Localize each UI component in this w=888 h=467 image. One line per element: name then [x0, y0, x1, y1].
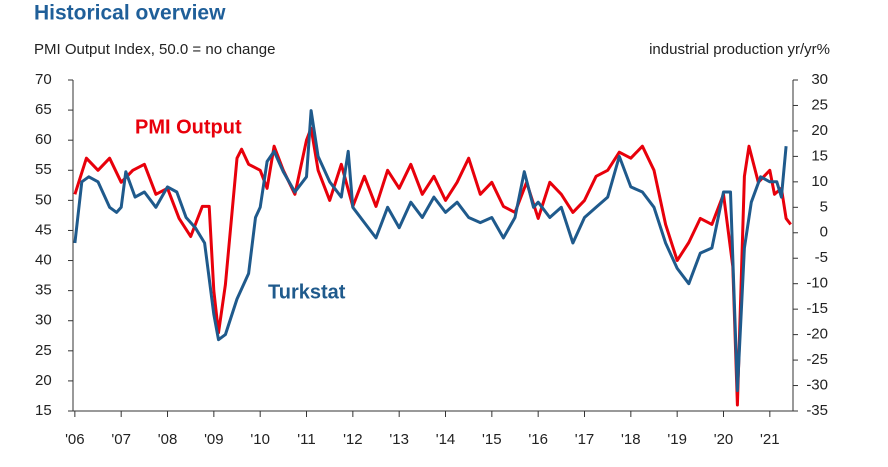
y2-tick-label: 30 — [811, 71, 828, 88]
y2-axis-label: industrial production yr/yr% — [649, 41, 830, 58]
series-line — [73, 126, 792, 407]
y2-tick-label: 0 — [820, 224, 828, 241]
y-tick-label: 70 — [35, 71, 52, 88]
y2-tick-label: 25 — [811, 96, 828, 113]
y2-tick-label: -35 — [806, 402, 828, 419]
series-label: Turkstat — [268, 281, 346, 303]
y-tick-label: 15 — [35, 402, 52, 419]
y-tick-label: 60 — [35, 131, 52, 148]
x-tick-label: '08 — [158, 431, 178, 448]
y-tick-label: 25 — [35, 342, 52, 359]
y-tick-label: 20 — [35, 372, 52, 389]
x-tick-label: '13 — [389, 431, 409, 448]
x-tick-label: '19 — [667, 431, 687, 448]
y-tick-label: 40 — [35, 252, 52, 269]
series-line — [73, 109, 788, 393]
y2-tick-label: 10 — [811, 173, 828, 190]
x-tick-label: '10 — [250, 431, 270, 448]
x-tick-label: '17 — [575, 431, 595, 448]
y-tick-label: 50 — [35, 191, 52, 208]
y-tick-label: 35 — [35, 282, 52, 299]
chart-title: Historical overview — [34, 2, 226, 25]
x-tick-label: '15 — [482, 431, 502, 448]
x-tick-label: '07 — [111, 431, 131, 448]
y2-tick-label: -5 — [815, 249, 828, 266]
series-label: PMI Output — [135, 116, 242, 138]
y2-tick-label: 5 — [820, 198, 828, 215]
y2-tick-label: -20 — [806, 326, 828, 343]
y-tick-label: 55 — [35, 161, 52, 178]
x-tick-label: '12 — [343, 431, 363, 448]
y2-tick-label: -25 — [806, 351, 828, 368]
y-tick-label: 65 — [35, 101, 52, 118]
y-tick-label: 30 — [35, 312, 52, 329]
x-tick-label: '16 — [528, 431, 548, 448]
y2-tick-label: -30 — [806, 377, 828, 394]
x-tick-label: '20 — [714, 431, 734, 448]
x-tick-label: '11 — [297, 431, 315, 448]
y2-tick-label: 20 — [811, 122, 828, 139]
x-tick-label: '18 — [621, 431, 641, 448]
y-tick-label: 45 — [35, 221, 52, 238]
y2-tick-label: -15 — [806, 300, 828, 317]
x-tick-label: '14 — [436, 431, 456, 448]
y2-tick-label: -10 — [806, 275, 828, 292]
y2-tick-label: 15 — [811, 147, 828, 164]
x-tick-label: '06 — [65, 431, 85, 448]
x-tick-label: '21 — [760, 431, 780, 448]
x-tick-label: '09 — [204, 431, 224, 448]
chart-subtitle: PMI Output Index, 50.0 = no change — [34, 41, 275, 58]
